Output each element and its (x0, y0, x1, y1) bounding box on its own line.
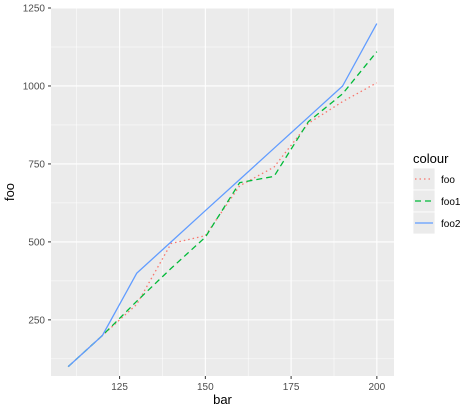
x-tick-label: 175 (283, 382, 300, 393)
y-tick-label: 250 (28, 315, 45, 326)
y-axis: 250 500 750 1000 1250 (23, 4, 51, 326)
minor-gridlines (51, 8, 394, 376)
x-tick-label: 150 (197, 382, 214, 393)
series-line-foo1 (67, 51, 378, 368)
series-lines (67, 23, 378, 368)
x-axis-title: bar (213, 392, 232, 407)
y-tick-label: 1000 (23, 81, 46, 92)
y-tick-label: 1250 (23, 4, 46, 15)
major-gridlines (51, 7, 394, 376)
legend-title: colour (413, 151, 449, 166)
y-axis-title: foo (2, 183, 17, 201)
legend-label-foo: foo (441, 175, 455, 186)
legend: colour foo foo1 foo2 (412, 151, 461, 235)
series-line-foo2 (67, 23, 378, 368)
legend-items: foo foo1 foo2 (412, 167, 461, 235)
legend-label-foo1: foo1 (441, 197, 461, 208)
x-tick-label: 125 (111, 382, 128, 393)
legend-label-foo2: foo2 (441, 219, 461, 230)
x-axis: 125 150 175 200 (111, 376, 386, 393)
y-tick-label: 500 (28, 237, 45, 248)
y-tick-label: 750 (28, 159, 45, 170)
x-tick-label: 200 (369, 382, 386, 393)
plot-panel (51, 8, 394, 376)
